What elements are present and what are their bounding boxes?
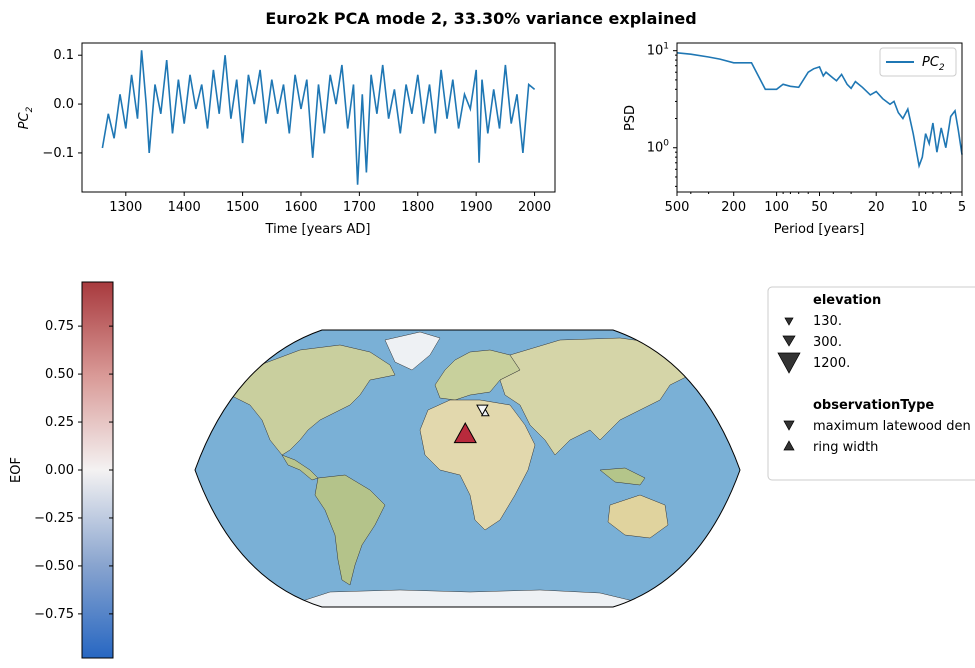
psd-series-line	[676, 52, 963, 169]
pc-xtick-label: 1800	[401, 200, 434, 215]
psd-ytick-exp: 0	[663, 139, 669, 149]
marker-legend-box	[767, 286, 975, 481]
psd-legend: PC2	[879, 47, 957, 77]
pc-ytick-label: −0.1	[42, 146, 74, 161]
colorbar-tick-label: −0.50	[34, 559, 74, 574]
pc-xtick-label: 1700	[343, 200, 376, 215]
land-africa	[419, 399, 536, 531]
pc-timeseries-ylabel: PC2	[17, 106, 35, 129]
colorbar-tick-label: −0.25	[34, 511, 74, 526]
land-north-america	[229, 344, 396, 456]
pc-timeseries-xlabel: Time [years AD]	[265, 222, 371, 237]
pc-xtick-label: 1600	[284, 200, 317, 215]
pc-xtick-label: 1400	[168, 200, 201, 215]
psd-ytick-exp: 1	[663, 42, 669, 52]
psd-ytick-base: 10	[647, 44, 664, 59]
psd-ytick-label: 101	[647, 42, 669, 59]
pc-xtick-label: 1500	[226, 200, 259, 215]
map-marker	[453, 422, 477, 444]
psd-ytick-label: 100	[647, 139, 670, 156]
psd-lines	[676, 52, 963, 169]
colorbar-tick-label: 0.25	[45, 415, 74, 430]
legend-type-item-2: ring width	[813, 440, 878, 455]
colorbar-tick-label: −0.75	[34, 607, 74, 622]
legend-elevation-title: elevation	[813, 293, 881, 308]
psd-xtick-label: 200	[721, 200, 746, 215]
pc-timeseries-lines	[101, 50, 536, 185]
legend-elevation-large-icon	[777, 352, 801, 374]
legend-down-triangle-icon	[783, 420, 795, 431]
legend-elevation-item-3: 1200.	[813, 356, 850, 371]
legend-elevation-item-1: 130.	[813, 314, 842, 329]
colorbar: 0.75 0.50 0.25 0.00 −0.25 −0.50 −0.75 EOF	[9, 281, 114, 659]
pc-timeseries-frame	[81, 42, 556, 193]
colorbar-ticks: 0.75 0.50 0.25 0.00 −0.25 −0.50 −0.75	[34, 319, 113, 622]
pc-ylabel-main: PC	[17, 111, 32, 129]
psd-legend-label: PC2	[922, 55, 945, 73]
land-antarctica	[289, 589, 651, 607]
psd-legend-sub: 2	[939, 63, 945, 73]
pc-xtick-label: 1900	[460, 200, 493, 215]
pc-timeseries-panel: 1300 1400 1500 1600 1700 1800 1900 2000 0.1 0.0 −0…	[17, 42, 556, 237]
land-indonesia	[599, 467, 646, 486]
marker-legend: elevation 130. 300. 1200. observationTyp…	[767, 286, 975, 481]
land-greenland	[384, 331, 441, 371]
legend-elevation-small-icon	[784, 317, 794, 326]
psd-ylabel: PSD	[623, 105, 638, 131]
map-outline	[194, 329, 741, 608]
colorbar-tick-label: 0.75	[45, 319, 74, 334]
psd-ytick-base: 10	[647, 141, 664, 156]
colorbar-gradient	[81, 281, 114, 659]
pc-xtick-label: 1300	[109, 200, 142, 215]
land-central-america	[281, 454, 319, 481]
pc-timeseries-ticks: 1300 1400 1500 1600 1700 1800 1900 2000 0.1 0.0 −0…	[42, 48, 551, 215]
legend-elevation-medium-icon	[782, 335, 796, 347]
figure-title: Euro2k PCA mode 2, 33.30% variance expla…	[265, 9, 696, 28]
psd-xtick-label: 500	[665, 200, 690, 215]
psd-xtick-label: 100	[764, 200, 789, 215]
map-marker	[480, 408, 490, 417]
pc-ytick-label: 0.0	[53, 97, 74, 112]
psd-legend-main: PC	[922, 55, 940, 70]
psd-xlabel: Period [years]	[774, 222, 865, 237]
psd-xtick-label: 50	[811, 200, 828, 215]
colorbar-label: EOF	[9, 457, 24, 483]
legend-type-title: observationType	[813, 398, 934, 413]
colorbar-tick-label: 0.50	[45, 367, 74, 382]
legend-up-triangle-icon	[783, 440, 795, 451]
land-south-america	[314, 474, 386, 586]
pc-series-line	[101, 50, 536, 185]
land-australia	[607, 494, 669, 539]
legend-elevation-item-2: 300.	[813, 335, 842, 350]
map-markers	[453, 404, 490, 444]
pc-xtick-label: 2000	[518, 200, 551, 215]
world-map	[194, 329, 741, 608]
psd-xtick-label: 5	[958, 200, 966, 215]
psd-legend-box	[879, 47, 957, 77]
legend-type-item-1: maximum latewood den	[813, 419, 971, 434]
pc-ytick-label: 0.1	[53, 48, 74, 63]
psd-xtick-label: 10	[911, 200, 928, 215]
colorbar-tick-label: 0.00	[45, 463, 74, 478]
psd-frame	[676, 42, 963, 193]
psd-xtick-label: 20	[868, 200, 885, 215]
pc-ylabel-sub: 2	[25, 106, 35, 112]
